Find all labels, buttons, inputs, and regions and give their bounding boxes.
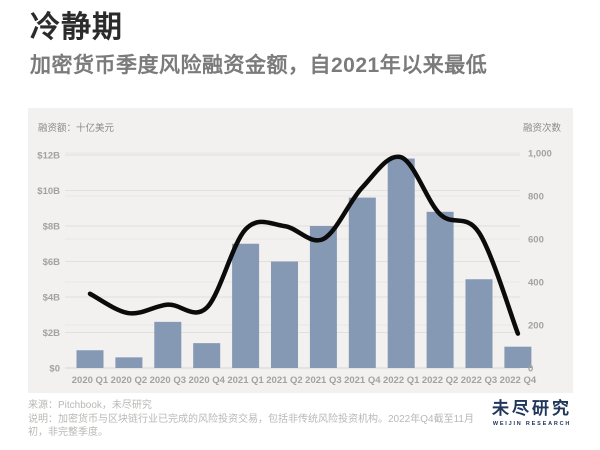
x-axis-label: 2022 Q4 — [500, 375, 537, 386]
source-text: 来源：Pitchbook，未尽研究 — [28, 400, 152, 411]
x-axis-label: 2020 Q4 — [188, 375, 225, 386]
bar-2020-Q1 — [76, 350, 104, 368]
left-axis-tick: $0 — [49, 364, 60, 375]
bar-2021-Q3 — [309, 226, 337, 368]
footer-notes: 来源：Pitchbook，未尽研究 说明：加密货币与区块链行业已完成的风险投资交… — [28, 399, 480, 440]
x-axis-label: 2020 Q3 — [150, 375, 186, 386]
left-axis-tick: $4B — [43, 293, 61, 304]
right-axis-tick: 800 — [528, 192, 544, 203]
x-axis-label: 2021 Q1 — [227, 375, 264, 386]
right-axis-title: 融资次数 — [522, 123, 561, 134]
left-axis-tick: $10B — [37, 186, 60, 197]
chart-header: 冷静期 加密货币季度风险融资金额，自2021年以来最低 — [30, 8, 570, 81]
left-axis-tick: $8B — [43, 222, 61, 233]
note-text: 说明：加密货币与区块链行业已完成的风险投资交易，包括非传统风险投资机构。2022… — [28, 413, 474, 439]
bar-2022-Q3 — [465, 279, 493, 368]
x-axis-label: 2021 Q2 — [266, 375, 302, 386]
bar-2022-Q4 — [504, 346, 532, 368]
logo-subtext: WEIJIN RESEARCH — [492, 421, 572, 427]
bar-2021-Q1 — [232, 243, 260, 368]
x-axis-label: 2022 Q1 — [383, 375, 420, 386]
bar-2020-Q4 — [193, 343, 221, 368]
page-subtitle: 加密货币季度风险融资金额，自2021年以来最低 — [30, 54, 488, 77]
right-axis-tick: 400 — [528, 278, 544, 289]
bar-2022-Q2 — [426, 211, 454, 368]
chart-panel: 融资额：十亿美元 融资次数 $0 $2B $4B $6B $8B $10B $12B 0 200… — [28, 108, 573, 393]
left-axis-tick: $6B — [43, 257, 61, 268]
right-axis-tick: 0 — [528, 364, 533, 375]
left-axis-title: 融资额：十亿美元 — [38, 123, 115, 134]
weijin-research-logo: 未尽研究 WEIJIN RESEARCH — [492, 399, 572, 427]
left-axis-tick: $12B — [37, 151, 60, 162]
right-axis-tick: 200 — [528, 321, 544, 332]
bar-2021-Q4 — [348, 197, 376, 368]
x-axis-label: 2022 Q2 — [422, 375, 458, 386]
left-axis-tick: $2B — [43, 328, 61, 339]
x-axis-label: 2021 Q4 — [344, 375, 381, 386]
x-axis-label: 2020 Q2 — [111, 375, 147, 386]
page-title: 冷静期 — [30, 11, 123, 44]
bar-2021-Q2 — [271, 261, 298, 368]
right-axis-tick: 1,000 — [528, 149, 552, 160]
bar-2022-Q1 — [387, 158, 415, 368]
x-axis-label: 2020 Q1 — [72, 375, 109, 386]
funding-chart: $0 $2B $4B $6B $8B $10B $12B 0 200 400 600 800 1,000… — [37, 149, 552, 387]
x-axis-label: 2022 Q3 — [461, 375, 497, 386]
deal-count-line — [87, 154, 521, 336]
bar-2020-Q2 — [115, 357, 143, 368]
x-axis-label: 2021 Q3 — [305, 375, 341, 386]
bar-2020-Q3 — [154, 321, 182, 368]
right-axis-tick: 600 — [528, 235, 544, 246]
logo-name: 未尽研究 — [492, 399, 572, 419]
